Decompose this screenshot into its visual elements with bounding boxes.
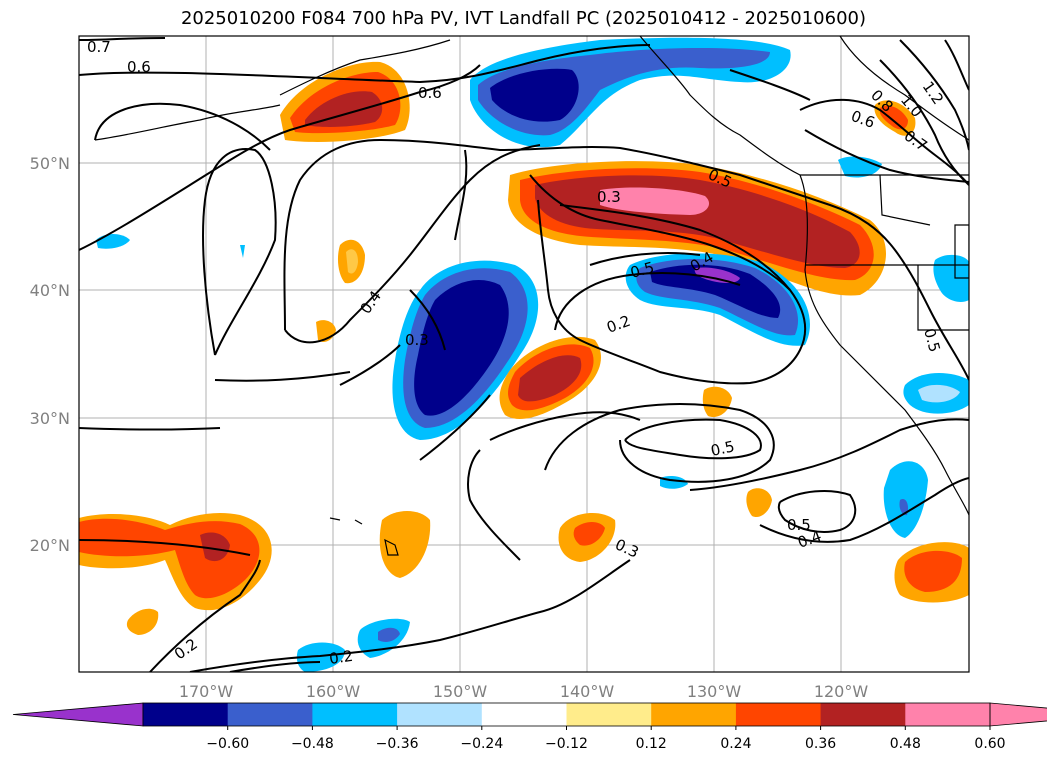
- contour-label: 0.6: [127, 58, 151, 76]
- colorbar-segment: [397, 703, 483, 726]
- colorbar-segment: [566, 703, 652, 726]
- lon-label-140w: 140°W: [560, 682, 615, 701]
- colorbar-segment: [143, 703, 229, 726]
- contour-label: 0.5: [787, 516, 811, 534]
- lon-label-160w: 160°W: [306, 682, 361, 701]
- lon-label-170w: 170°W: [179, 682, 234, 701]
- lat-label-40n: 40°N: [30, 281, 70, 300]
- map-title: 2025010200 F084 700 hPa PV, IVT Landfall…: [180, 8, 867, 29]
- colorbar-segment: [735, 703, 822, 726]
- contour-label: 0.7: [87, 38, 111, 56]
- contour-label: 0.3: [597, 188, 621, 206]
- contour-label: 0.2: [328, 647, 354, 668]
- colorbar-tick-label: −0.36: [376, 736, 419, 752]
- lon-label-130w: 130°W: [687, 682, 742, 701]
- lon-label-150w: 150°W: [433, 682, 488, 701]
- lon-label-120w: 120°W: [814, 682, 869, 701]
- colorbar-tick-label: 0.12: [636, 736, 667, 752]
- colorbar-tick-label: −0.48: [291, 736, 334, 752]
- colorbar-segment: [651, 703, 737, 726]
- lat-label-50n: 50°N: [30, 154, 70, 173]
- lat-label-30n: 30°N: [30, 409, 70, 428]
- colorbar: −0.60 −0.48 −0.36 −0.24 −0.12 0.12 0.24 0.36 0.4…: [12, 702, 1047, 752]
- colorbar-extend-high: [989, 702, 1047, 727]
- colorbar-tick-label: −0.12: [545, 736, 588, 752]
- map-frame: [78, 35, 970, 673]
- contour-label: 0.6: [418, 84, 442, 102]
- colorbar-segment: [481, 703, 567, 726]
- colorbar-tick-label: 0.36: [805, 736, 836, 752]
- colorbar-segment: [820, 703, 906, 726]
- contour-lines: [79, 37, 969, 672]
- colorbar-segment: [312, 703, 398, 726]
- colorbar-segment: [227, 703, 313, 726]
- longitude-labels: 170°W 160°W 150°W 140°W 130°W 120°W: [179, 682, 869, 701]
- colorbar-tick-label: −0.60: [206, 736, 249, 752]
- colorbar-tick-label: 0.60: [974, 736, 1005, 752]
- colorbar-tick-label: −0.24: [460, 736, 503, 752]
- contour-label: 0.3: [405, 331, 429, 349]
- coastlines: [94, 36, 969, 556]
- colorbar-segment: [905, 703, 991, 726]
- contour-label: 0.5: [628, 258, 656, 282]
- contour-label: 0.5: [709, 437, 736, 460]
- latitude-labels: 50°N 40°N 30°N 20°N: [30, 154, 70, 555]
- colorbar-tick-label: 0.24: [720, 736, 751, 752]
- lat-label-20n: 20°N: [30, 536, 70, 555]
- colorbar-tick-label: 0.48: [890, 736, 921, 752]
- contour-label: 0.5: [920, 326, 944, 354]
- colorbar-extend-low: [12, 702, 144, 727]
